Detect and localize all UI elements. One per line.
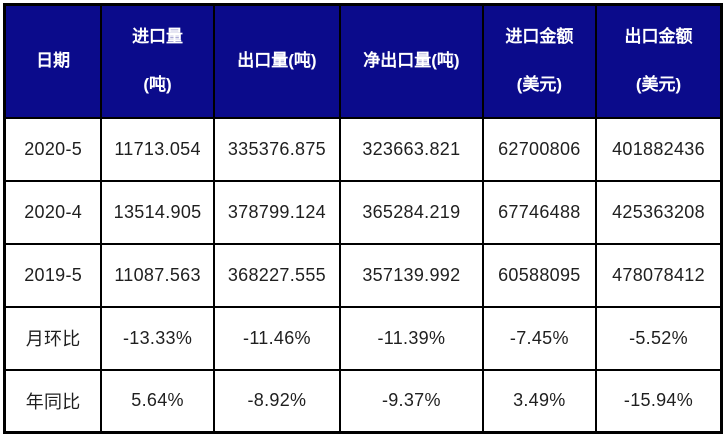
table-cell: -11.46% (212, 305, 342, 371)
header-label-line2: (吨) (143, 75, 172, 95)
table-cell: -11.39% (339, 305, 484, 371)
table-cell: -15.94% (594, 368, 723, 434)
table-cell: 60588095 (481, 242, 597, 308)
header-label-line2: (美元) (516, 75, 562, 95)
header-label: 出口量(吨) (237, 50, 317, 70)
header-label: 出口金额 (624, 26, 693, 46)
row-label: 月环比 (3, 305, 103, 371)
table-header: 日期 进口量 (吨) 出口量(吨) (3, 3, 723, 119)
row-label: 2020-4 (3, 179, 103, 245)
table-cell: -13.33% (100, 305, 215, 371)
header-label: 日期 (36, 50, 71, 70)
table-cell: 11087.563 (100, 242, 215, 308)
table-cell: 425363208 (594, 179, 723, 245)
table-row: 年同比 5.64% -8.92% -9.37% 3.49% -15.94% (3, 368, 723, 434)
table-cell: 62700806 (481, 116, 597, 182)
row-label: 2020-5 (3, 116, 103, 182)
header-label: 进口量 (132, 26, 184, 46)
table-cell: -9.37% (339, 368, 484, 434)
table-row: 月环比 -13.33% -11.46% -11.39% -7.45% -5.52… (3, 305, 723, 371)
table-cell: 357139.992 (339, 242, 484, 308)
table-body: 2020-5 11713.054 335376.875 323663.821 6… (3, 116, 723, 434)
table-cell: -7.45% (481, 305, 597, 371)
column-header-export-amount: 出口金额 (美元) (594, 3, 723, 119)
table-cell: 3.49% (481, 368, 597, 434)
header-label-line2: (美元) (635, 75, 682, 95)
header-label: 净出口量(吨) (363, 50, 460, 70)
table-row: 2019-5 11087.563 368227.555 357139.992 6… (3, 242, 723, 308)
table-cell: 478078412 (594, 242, 723, 308)
table-cell: 401882436 (594, 116, 723, 182)
table-cell: 11713.054 (100, 116, 215, 182)
table-cell: 365284.219 (339, 179, 484, 245)
row-label: 年同比 (3, 368, 103, 434)
table-cell: 323663.821 (339, 116, 484, 182)
table-cell: 378799.124 (212, 179, 342, 245)
table-cell: 67746488 (481, 179, 597, 245)
header-label: 进口金额 (505, 26, 574, 46)
table-cell: -5.52% (594, 305, 723, 371)
row-label: 2019-5 (3, 242, 103, 308)
table-row: 2020-4 13514.905 378799.124 365284.219 6… (3, 179, 723, 245)
column-header-net-export-volume: 净出口量(吨) (339, 3, 484, 119)
table-cell: -8.92% (212, 368, 342, 434)
table-row: 2020-5 11713.054 335376.875 323663.821 6… (3, 116, 723, 182)
column-header-import-amount: 进口金额 (美元) (481, 3, 597, 119)
column-header-date: 日期 (3, 3, 103, 119)
column-header-import-volume: 进口量 (吨) (100, 3, 215, 119)
header-row: 日期 进口量 (吨) 出口量(吨) (3, 3, 723, 119)
table-cell: 335376.875 (212, 116, 342, 182)
table-cell: 5.64% (100, 368, 215, 434)
column-header-export-volume: 出口量(吨) (212, 3, 342, 119)
table-cell: 368227.555 (212, 242, 342, 308)
table-cell: 13514.905 (100, 179, 215, 245)
trade-data-table: 日期 进口量 (吨) 出口量(吨) (3, 3, 723, 434)
